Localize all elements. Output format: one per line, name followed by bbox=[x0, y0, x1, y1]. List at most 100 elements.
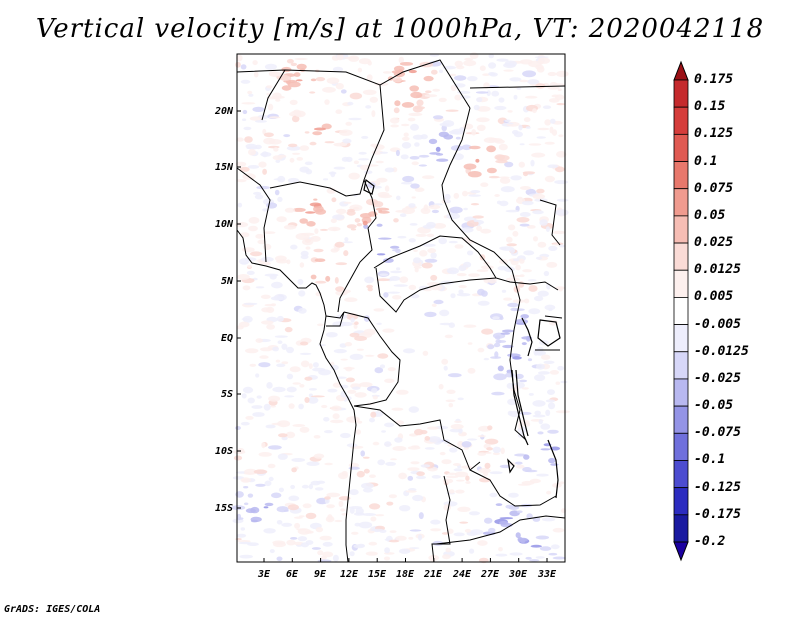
velocity-shade bbox=[410, 91, 423, 99]
velocity-shade bbox=[392, 249, 400, 252]
velocity-shade bbox=[544, 304, 556, 311]
velocity-shade bbox=[349, 507, 355, 514]
velocity-shade bbox=[413, 257, 421, 264]
velocity-shade bbox=[354, 392, 367, 398]
border-congo bbox=[343, 311, 401, 407]
colorbar-label: -0.075 bbox=[694, 425, 741, 441]
velocity-shade bbox=[365, 164, 379, 167]
velocity-shade bbox=[472, 215, 485, 219]
velocity-shade bbox=[340, 432, 351, 439]
velocity-shade bbox=[548, 552, 558, 556]
velocity-shade bbox=[308, 388, 318, 391]
lat-label: 5S bbox=[221, 389, 233, 400]
velocity-shade bbox=[375, 514, 385, 517]
velocity-shade bbox=[238, 517, 244, 520]
velocity-shade bbox=[396, 389, 409, 395]
velocity-shade bbox=[252, 412, 265, 417]
velocity-shade bbox=[299, 262, 305, 268]
lon-label: 15E bbox=[368, 569, 387, 580]
velocity-shade bbox=[523, 454, 530, 460]
velocity-shade bbox=[335, 109, 343, 114]
velocity-shade bbox=[289, 157, 295, 163]
velocity-shade bbox=[378, 194, 393, 199]
colorbar-bin bbox=[673, 351, 689, 380]
velocity-shade bbox=[287, 504, 299, 511]
velocity-shade bbox=[412, 494, 424, 502]
velocity-shade bbox=[534, 410, 541, 416]
velocity-shade bbox=[468, 145, 481, 150]
velocity-shade bbox=[403, 348, 415, 354]
velocity-shade bbox=[335, 83, 344, 90]
velocity-shade bbox=[288, 403, 295, 409]
velocity-shade bbox=[506, 236, 513, 243]
velocity-shade bbox=[298, 403, 304, 410]
velocity-shade bbox=[313, 198, 318, 201]
velocity-shade bbox=[299, 384, 305, 388]
velocity-shade bbox=[537, 431, 544, 435]
velocity-shade bbox=[236, 533, 247, 538]
velocity-shade bbox=[358, 151, 367, 155]
velocity-shade bbox=[258, 362, 271, 368]
velocity-shade bbox=[272, 346, 279, 352]
velocity-shade bbox=[235, 221, 249, 228]
velocity-shade bbox=[239, 166, 250, 172]
velocity-shade bbox=[422, 350, 429, 356]
velocity-shade bbox=[241, 318, 250, 321]
velocity-shade bbox=[544, 119, 552, 126]
velocity-shade bbox=[332, 382, 342, 388]
velocity-shade bbox=[507, 224, 516, 231]
velocity-shade bbox=[489, 492, 498, 498]
velocity-shade bbox=[333, 166, 346, 170]
velocity-shade bbox=[401, 181, 413, 185]
velocity-shade bbox=[549, 126, 554, 134]
velocity-shade bbox=[376, 177, 388, 183]
velocity-shade bbox=[445, 399, 456, 403]
velocity-shade bbox=[311, 547, 321, 550]
velocity-shade bbox=[266, 324, 275, 330]
velocity-shade bbox=[310, 480, 321, 486]
velocity-shade bbox=[479, 65, 486, 71]
velocity-shade bbox=[391, 407, 404, 411]
velocity-shade bbox=[450, 293, 456, 299]
velocity-shade bbox=[258, 452, 272, 457]
velocity-shade bbox=[384, 167, 395, 173]
velocity-shade bbox=[504, 60, 517, 67]
velocity-shade bbox=[338, 472, 348, 480]
velocity-shade bbox=[382, 328, 395, 333]
velocity-shade bbox=[422, 224, 435, 229]
velocity-shade bbox=[372, 441, 380, 446]
velocity-shade bbox=[384, 422, 395, 428]
velocity-shade bbox=[321, 123, 332, 130]
velocity-shade bbox=[401, 102, 415, 108]
velocity-shade bbox=[486, 447, 493, 451]
velocity-shade bbox=[326, 187, 336, 194]
velocity-shade bbox=[276, 520, 283, 525]
velocity-shade bbox=[356, 348, 364, 351]
velocity-shade bbox=[476, 225, 482, 231]
velocity-shade bbox=[518, 281, 525, 288]
colorbar-bin bbox=[673, 378, 689, 407]
velocity-shade bbox=[375, 207, 390, 211]
velocity-shade bbox=[528, 393, 534, 396]
velocity-shade bbox=[233, 455, 243, 461]
velocity-shade bbox=[322, 551, 334, 558]
velocity-shade bbox=[295, 79, 303, 82]
velocity-shade bbox=[272, 386, 286, 393]
velocity-shade bbox=[392, 295, 402, 300]
velocity-shade bbox=[497, 340, 507, 343]
velocity-shade bbox=[390, 124, 399, 128]
velocity-shade bbox=[545, 409, 551, 416]
velocity-shade bbox=[463, 324, 477, 328]
velocity-shade bbox=[507, 302, 519, 308]
velocity-shade bbox=[281, 436, 288, 441]
colorbar-label: 0.0125 bbox=[694, 262, 741, 278]
velocity-shade bbox=[525, 95, 538, 99]
velocity-shade bbox=[392, 77, 403, 83]
velocity-shade bbox=[391, 70, 404, 74]
velocity-shade bbox=[518, 124, 523, 131]
colorbar-label: -0.175 bbox=[694, 506, 741, 522]
velocity-shade bbox=[255, 338, 263, 343]
velocity-shade bbox=[453, 532, 465, 537]
velocity-shade bbox=[460, 227, 474, 233]
velocity-shade bbox=[262, 168, 267, 175]
